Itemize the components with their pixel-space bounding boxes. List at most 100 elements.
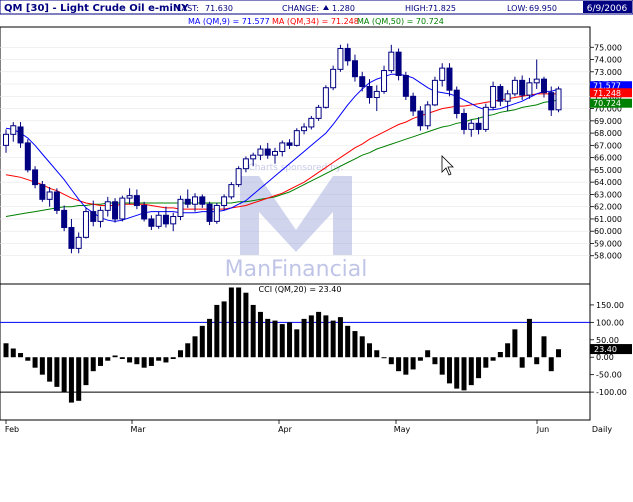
cci-bar bbox=[461, 357, 467, 391]
candlestick bbox=[148, 215, 155, 230]
candlestick bbox=[373, 85, 380, 112]
candlestick bbox=[424, 101, 431, 130]
candlestick bbox=[366, 79, 373, 104]
date-badge bbox=[583, 1, 632, 13]
candlestick bbox=[410, 92, 417, 116]
candlestick bbox=[10, 122, 17, 142]
candle-body bbox=[475, 122, 482, 130]
price-tick-label: 74.000 bbox=[594, 56, 622, 65]
cci-tick-label: 100.00 bbox=[596, 318, 624, 327]
cci-bar bbox=[417, 357, 423, 361]
candlestick bbox=[242, 156, 249, 173]
cci-bar bbox=[287, 322, 293, 358]
price-tick-label: 73.000 bbox=[594, 68, 622, 77]
candlestick bbox=[395, 48, 402, 81]
candle-body bbox=[24, 142, 31, 171]
candlestick bbox=[206, 201, 213, 226]
cci-bar bbox=[18, 353, 24, 358]
candle-body bbox=[395, 51, 402, 76]
cci-bar-series bbox=[3, 287, 562, 403]
price-tick-label: 75.000 bbox=[594, 43, 622, 52]
candle-body bbox=[279, 142, 286, 152]
candlestick bbox=[170, 212, 177, 232]
candle-body bbox=[388, 51, 395, 72]
cci-bar bbox=[170, 357, 176, 359]
cci-bar bbox=[381, 357, 387, 359]
candlestick bbox=[308, 115, 315, 130]
candle-body bbox=[264, 148, 271, 156]
price-tick-label: 66.000 bbox=[594, 154, 622, 163]
cci-bar bbox=[548, 357, 554, 372]
cci-bar bbox=[490, 357, 496, 361]
cci-bar bbox=[505, 343, 511, 358]
cci-bar bbox=[301, 318, 307, 358]
price-value-badge bbox=[590, 88, 632, 98]
cci-bar bbox=[134, 357, 140, 365]
price-tick-label: 67.000 bbox=[594, 141, 622, 150]
candle-body bbox=[162, 214, 169, 225]
price-value-badge-label: 70.724 bbox=[593, 99, 621, 108]
change-label: CHANGE: bbox=[282, 4, 319, 13]
candle-body bbox=[199, 196, 206, 205]
candle-body bbox=[90, 211, 97, 222]
change-up-icon bbox=[323, 5, 329, 10]
candle-body bbox=[511, 79, 518, 95]
cci-bar bbox=[367, 343, 372, 358]
candlestick bbox=[24, 139, 31, 173]
candle-body bbox=[308, 117, 315, 128]
candle-body bbox=[431, 79, 438, 106]
cci-bar bbox=[90, 357, 96, 372]
candlestick bbox=[286, 139, 293, 150]
candle-body bbox=[250, 154, 257, 160]
cci-bar bbox=[25, 357, 31, 361]
candlestick bbox=[228, 182, 235, 200]
legend-ma9: MA (QM,9) = 71.577 bbox=[188, 17, 270, 26]
candlestick bbox=[381, 65, 388, 94]
candle-body bbox=[410, 95, 417, 112]
candle-body bbox=[75, 236, 82, 249]
candle-body bbox=[112, 201, 119, 220]
candlestick bbox=[68, 218, 75, 254]
candlestick bbox=[330, 65, 337, 91]
candle-body bbox=[540, 78, 547, 94]
candle-body bbox=[533, 78, 540, 84]
candle-body bbox=[3, 133, 9, 146]
cci-bar bbox=[374, 350, 380, 358]
cci-bar bbox=[519, 357, 525, 368]
date-axis: Feb Mar Apr May Jun Daily bbox=[5, 420, 612, 434]
price-tick-label: 64.000 bbox=[594, 178, 622, 187]
cci-tick-label: 50.00 bbox=[596, 336, 619, 345]
candlestick bbox=[402, 71, 409, 100]
cci-bar bbox=[454, 357, 460, 389]
candlestick bbox=[61, 205, 68, 232]
candle-body bbox=[330, 68, 337, 89]
price-tick-label: 60.000 bbox=[594, 227, 622, 236]
candle-body bbox=[504, 93, 511, 102]
candle-body bbox=[257, 148, 264, 156]
cci-bar bbox=[396, 357, 402, 372]
candlestick bbox=[526, 77, 533, 99]
candle-body bbox=[271, 151, 278, 156]
price-tick-label: 61.000 bbox=[594, 215, 622, 224]
candlestick bbox=[439, 63, 446, 87]
price-value-badge bbox=[590, 98, 632, 108]
price-tick-label: 69.000 bbox=[594, 117, 622, 126]
cci-bar bbox=[483, 357, 489, 368]
cci-bar bbox=[512, 329, 518, 358]
date-tick-label: Mar bbox=[130, 425, 146, 434]
candlestick bbox=[468, 119, 475, 137]
candlestick bbox=[504, 90, 511, 112]
candle-body bbox=[148, 218, 155, 227]
cci-bar bbox=[337, 317, 343, 358]
low-value: 69.950 bbox=[529, 4, 557, 13]
candle-body bbox=[126, 195, 133, 199]
cci-bar bbox=[192, 336, 198, 358]
cci-bar bbox=[83, 357, 89, 386]
legend-ma34: MA (QM,34) = 71.248 bbox=[272, 17, 359, 26]
candle-body bbox=[68, 227, 75, 249]
candlestick bbox=[235, 166, 242, 188]
date-tick-label: Feb bbox=[5, 425, 19, 434]
cci-bar bbox=[323, 315, 329, 358]
candle-body bbox=[213, 204, 220, 222]
